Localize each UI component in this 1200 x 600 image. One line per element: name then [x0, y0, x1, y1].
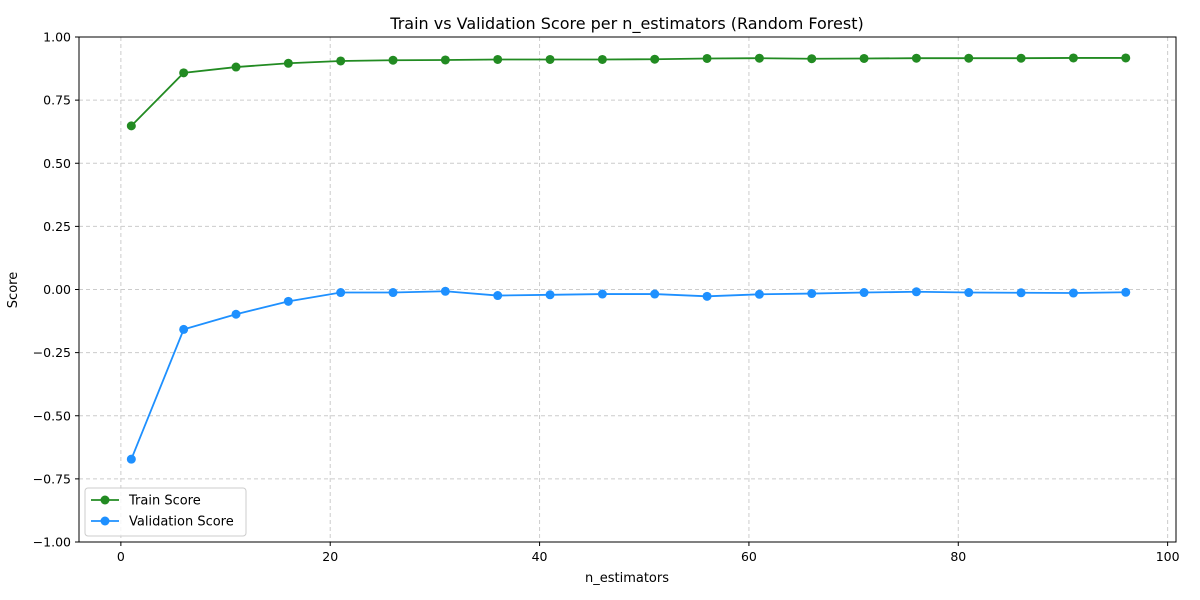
validation-score-point — [597, 289, 607, 299]
x-axis-title: n_estimators — [585, 571, 669, 586]
validation-score-legend-label: Validation Score — [129, 515, 234, 530]
train-score-point — [179, 68, 189, 78]
y-tick-label: −1.00 — [33, 535, 71, 550]
validation-score-point — [964, 288, 974, 298]
validation-score-point — [493, 291, 503, 301]
validation-score-point — [1068, 288, 1078, 298]
train-score-point — [336, 56, 346, 66]
train-score-point — [440, 55, 450, 65]
validation-score-point — [179, 324, 189, 334]
train-score-point — [597, 54, 607, 64]
x-tick-label: 60 — [741, 549, 757, 564]
train-score-line — [130, 57, 1126, 127]
grid — [79, 36, 1176, 543]
x-tick-label: 0 — [117, 549, 125, 564]
y-tick-label: −0.25 — [33, 345, 71, 360]
x-tick-label: 100 — [1156, 549, 1180, 564]
train-score-point — [859, 53, 869, 63]
validation-score-point — [754, 289, 764, 299]
series-layer — [126, 53, 1131, 464]
validation-score-legend-marker — [100, 516, 110, 526]
train-score-point — [650, 54, 660, 64]
train-score-point — [231, 62, 241, 72]
validation-score-point — [388, 288, 398, 298]
train-score-legend-label: Train Score — [128, 494, 201, 509]
train-score-point — [911, 53, 921, 63]
train-score-point — [754, 53, 764, 63]
train-score-point — [126, 121, 136, 131]
legend: Train Score Validation Score — [84, 487, 247, 537]
train-score-point — [283, 58, 293, 68]
train-score-legend-marker — [100, 495, 110, 505]
validation-score-point — [650, 289, 660, 299]
x-tick-label: 40 — [532, 549, 548, 564]
ticks: 0 20 40 60 80 100 −1.00 −0.75 −0.50 −0.25 0.00 0.25… — [33, 30, 1180, 565]
legend-box — [84, 487, 247, 537]
validation-score-point — [1016, 288, 1026, 298]
validation-score-point — [702, 291, 712, 301]
validation-score-point — [126, 454, 136, 464]
y-tick-label: 0.75 — [43, 93, 71, 108]
y-tick-label: 0.50 — [43, 156, 71, 171]
train-score-point — [807, 54, 817, 64]
train-score-point — [493, 54, 503, 64]
validation-score-point — [807, 289, 817, 299]
validation-score-point — [911, 287, 921, 297]
validation-score-line — [130, 290, 1126, 460]
train-score-point — [702, 53, 712, 63]
train-score-point — [964, 53, 974, 63]
train-score-point — [388, 55, 398, 65]
train-score-point — [1121, 53, 1131, 63]
y-tick-label: 0.25 — [43, 219, 71, 234]
y-tick-label: −0.50 — [33, 408, 71, 423]
chart-title: Train vs Validation Score per n_estimato… — [389, 14, 863, 34]
validation-score-point — [440, 286, 450, 296]
validation-score-point — [231, 309, 241, 319]
y-tick-label: −0.75 — [33, 471, 71, 486]
validation-score-point — [545, 290, 555, 300]
validation-score-point — [1121, 287, 1131, 297]
y-tick-label: 0.00 — [43, 282, 71, 297]
validation-score-point — [283, 296, 293, 306]
x-tick-label: 80 — [950, 549, 966, 564]
validation-score-point — [859, 288, 869, 298]
train-score-point — [1068, 53, 1078, 63]
train-score-point — [1016, 53, 1026, 63]
train-score-point — [545, 54, 555, 64]
y-axis-title: Score — [6, 272, 21, 308]
y-tick-label: 1.00 — [43, 30, 71, 45]
validation-score-point — [336, 288, 346, 298]
x-tick-label: 20 — [322, 549, 338, 564]
